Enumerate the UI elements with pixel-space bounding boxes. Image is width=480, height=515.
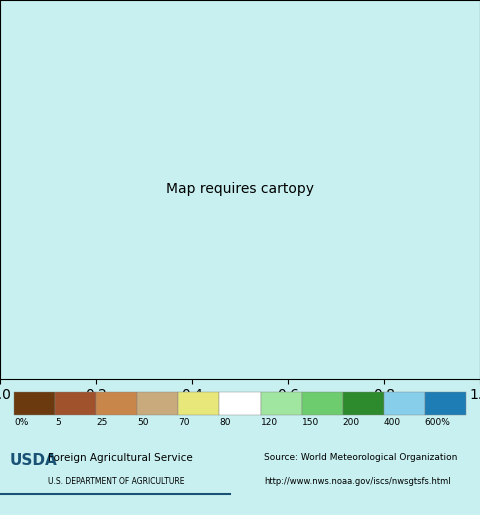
Text: 600%: 600% — [425, 418, 450, 427]
Bar — [55, 392, 96, 415]
Text: 400: 400 — [384, 418, 401, 427]
Bar — [179, 392, 219, 415]
Bar — [96, 392, 137, 415]
Bar — [14, 392, 55, 415]
Text: U.S. DEPARTMENT OF AGRICULTURE: U.S. DEPARTMENT OF AGRICULTURE — [48, 477, 184, 486]
Bar — [219, 392, 261, 415]
Text: Map requires cartopy: Map requires cartopy — [166, 182, 314, 196]
Text: Source: World Meteorological Organization: Source: World Meteorological Organizatio… — [264, 453, 457, 462]
Bar — [301, 392, 343, 415]
Text: USDA: USDA — [10, 453, 57, 468]
Text: 70: 70 — [179, 418, 190, 427]
Text: 80: 80 — [219, 418, 231, 427]
Text: 200: 200 — [343, 418, 360, 427]
Text: 120: 120 — [261, 418, 277, 427]
Text: http://www.nws.noaa.gov/iscs/nwsgtsfs.html: http://www.nws.noaa.gov/iscs/nwsgtsfs.ht… — [264, 477, 451, 486]
Text: 50: 50 — [137, 418, 149, 427]
Bar — [425, 392, 466, 415]
Bar — [261, 392, 301, 415]
Bar — [137, 392, 179, 415]
Text: 0%: 0% — [14, 418, 29, 427]
Text: 25: 25 — [96, 418, 108, 427]
Text: 150: 150 — [301, 418, 319, 427]
Text: 5: 5 — [55, 418, 61, 427]
Text: Foreign Agricultural Service: Foreign Agricultural Service — [48, 453, 193, 463]
Bar — [384, 392, 425, 415]
Bar — [343, 392, 384, 415]
